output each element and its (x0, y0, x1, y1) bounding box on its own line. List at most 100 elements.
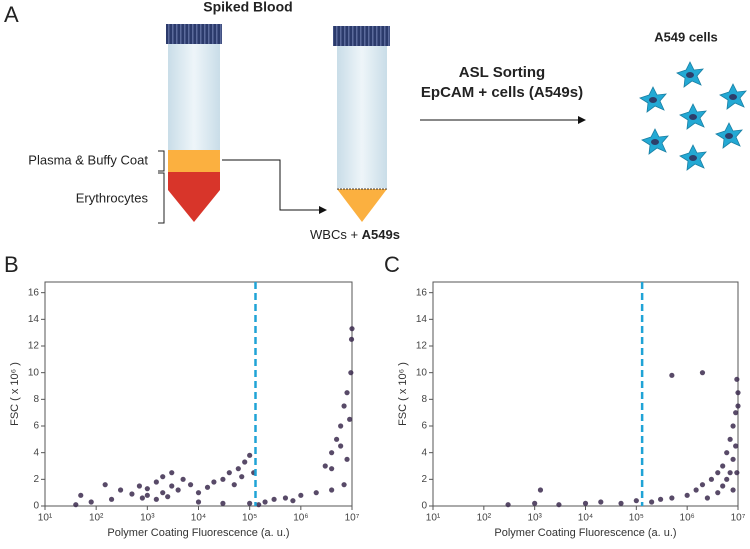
point (195, 490, 202, 496)
y-tick-label: 14 (28, 314, 40, 325)
point (144, 486, 150, 492)
point (556, 502, 562, 508)
result-label: WBCs + A549s (310, 227, 400, 242)
point (165, 494, 171, 500)
point (139, 495, 145, 501)
layer-label: Plasma & Buffy Coat (28, 152, 148, 167)
point (338, 443, 344, 449)
point (169, 470, 175, 476)
x-tick-label: 10¹ (38, 513, 53, 524)
point (618, 500, 624, 506)
point (537, 487, 544, 493)
x-tick-label: 10⁷ (731, 513, 746, 524)
title: Spiked Blood (203, 0, 292, 15)
point (633, 498, 639, 504)
tube (168, 44, 220, 150)
point (735, 403, 741, 409)
y-axis-label: FSC ( x 10⁶ ) (9, 362, 21, 426)
y-tick-label: 0 (33, 501, 39, 512)
point (341, 403, 347, 409)
x-tick-label: 10⁴ (191, 513, 206, 524)
point (649, 499, 655, 505)
point (727, 436, 733, 442)
y-tick-label: 16 (28, 287, 40, 298)
point (333, 436, 340, 442)
point (256, 502, 262, 508)
point (715, 490, 721, 496)
point (322, 463, 328, 469)
point (136, 483, 143, 489)
point (348, 370, 354, 376)
plot-frame (44, 281, 353, 507)
x-tick-label: 10³ (527, 513, 542, 524)
point (129, 491, 135, 497)
point (271, 496, 277, 502)
point (211, 479, 217, 485)
point (231, 482, 237, 488)
point (329, 487, 335, 493)
point (349, 326, 355, 332)
y-tick-label: 10 (416, 367, 428, 378)
x-tick-label: 10¹ (426, 513, 441, 524)
y-tick-label: 8 (33, 394, 39, 405)
point (684, 492, 690, 498)
point (282, 495, 289, 501)
x-tick-label: 10² (477, 513, 492, 524)
point (344, 390, 350, 396)
x-tick-label: 10⁵ (629, 513, 644, 524)
y-tick-label: 2 (421, 474, 427, 485)
y-tick-label: 2 (33, 474, 39, 485)
point (733, 443, 739, 449)
result-text: WBCs + (310, 227, 362, 242)
point (108, 496, 115, 502)
point (730, 423, 736, 429)
y-tick-label: 4 (33, 447, 39, 458)
plot-frame (432, 281, 739, 507)
point (733, 410, 739, 416)
point (347, 416, 353, 422)
point (720, 483, 726, 489)
tube (337, 46, 387, 188)
panel-label: B (4, 252, 19, 277)
point (704, 495, 710, 501)
point (220, 500, 226, 506)
point (727, 470, 733, 476)
point (720, 463, 726, 469)
plot: B 0 2 4 6 8 10 12 14 16 10¹ 10² 10³ 10⁴ 10⁵ 10⁶ 10⁷ Polym… (4, 252, 360, 539)
point (669, 372, 675, 378)
plot: C 0 2 4 6 8 10 12 14 16 10¹ 10² 10³ 10⁴ 10⁵ 10⁶ 10⁷ Polym… (384, 252, 746, 539)
x-tick-label: 10⁶ (293, 513, 308, 524)
point (341, 482, 347, 488)
y-tick-label: 6 (421, 421, 427, 432)
point (73, 502, 79, 508)
point (187, 482, 194, 488)
layer-label: Erythrocytes (76, 190, 149, 205)
point (329, 450, 335, 456)
wbc-layer (337, 189, 387, 222)
point (313, 490, 319, 496)
x-tick-label: 10⁵ (242, 513, 257, 524)
x-tick-label: 10⁴ (578, 513, 593, 524)
point (532, 500, 538, 506)
point (235, 466, 241, 472)
point (153, 496, 159, 502)
result-bold: A549s (362, 227, 400, 242)
y-tick-label: 16 (416, 287, 428, 298)
x-tick-label: 10⁷ (345, 513, 360, 524)
y-tick-label: 6 (33, 421, 39, 432)
point (88, 499, 94, 505)
step-label: ASL Sorting (459, 64, 545, 81)
point (582, 500, 589, 506)
y-tick-label: 12 (416, 341, 428, 352)
x-tick-label: 10⁶ (680, 513, 695, 524)
panel-label: C (384, 252, 400, 277)
point (693, 487, 699, 493)
panel-label: A (4, 2, 19, 27)
tube-cap (333, 26, 390, 46)
point (247, 500, 253, 506)
point (724, 476, 730, 482)
point (699, 370, 706, 376)
point (699, 482, 706, 488)
point (734, 470, 740, 476)
